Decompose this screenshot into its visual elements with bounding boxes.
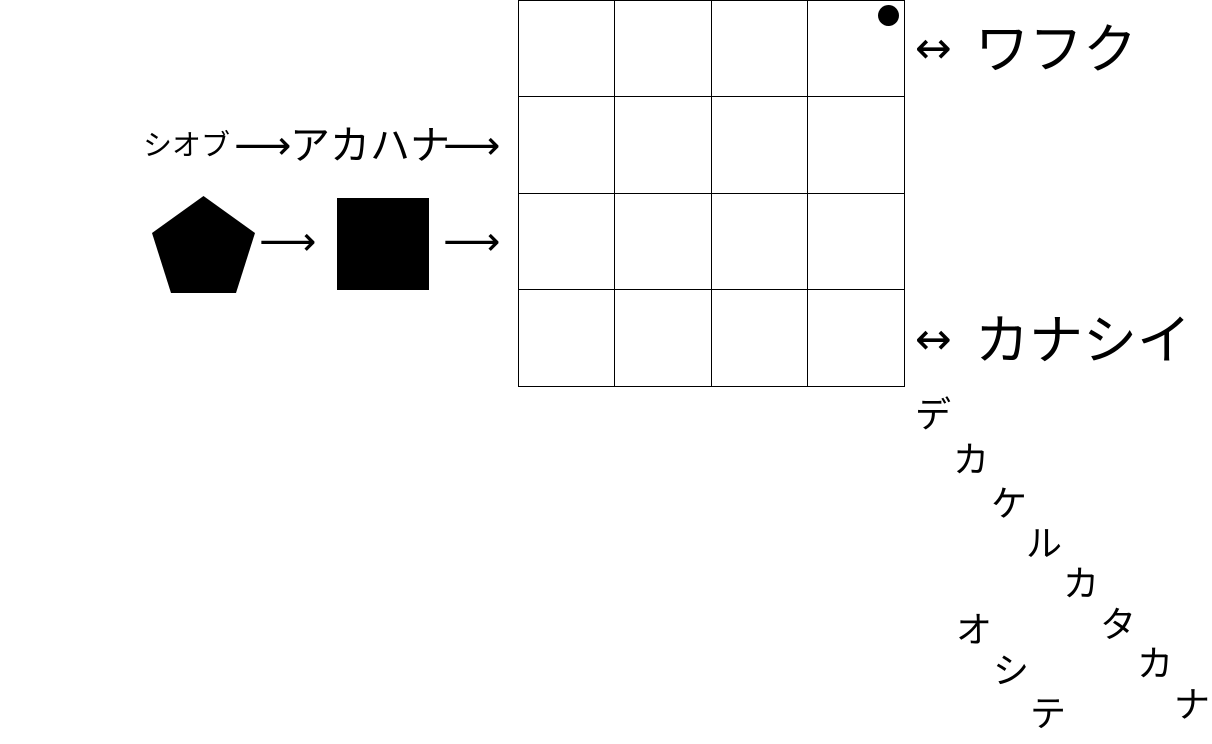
diagonal-char: シ	[993, 651, 1030, 692]
grid-cell	[517, 0, 615, 97]
double-arrow: ↔	[915, 23, 952, 74]
diagonal-char: デ	[915, 395, 952, 436]
marker-dot	[878, 5, 899, 26]
grid-cell	[614, 192, 712, 290]
grid-cell	[517, 192, 615, 290]
grid-cell	[517, 96, 615, 194]
pentagon-shape	[152, 196, 255, 293]
square-shape	[337, 198, 429, 290]
label-kanashii: カナシイ	[975, 309, 1191, 372]
diagonal-char: ナ	[1174, 685, 1211, 726]
grid-cell	[614, 96, 712, 194]
label-wafuku: ワフク	[975, 18, 1137, 81]
diagonal-char: タ	[1100, 605, 1137, 646]
grid-cell	[710, 192, 808, 290]
right-arrow: ⟶	[443, 219, 501, 265]
diagonal-char: ケ	[991, 484, 1028, 525]
grid-cell	[614, 289, 712, 387]
right-arrow: ⟶	[259, 219, 317, 265]
diagonal-char: ル	[1026, 524, 1063, 565]
double-arrow: ↔	[915, 314, 952, 365]
grid-cell	[614, 0, 712, 97]
diagonal-char: カ	[1063, 564, 1100, 605]
grid-cell	[517, 289, 615, 387]
grid-cell	[710, 96, 808, 194]
label-akahana: アカハナ	[290, 123, 450, 169]
label-shiobu: シオブ	[143, 128, 231, 162]
grid-cell	[807, 96, 905, 194]
right-arrow: ⟶	[234, 123, 292, 169]
diagonal-char: カ	[1137, 644, 1174, 685]
grid-cell	[807, 289, 905, 387]
grid-cell	[710, 0, 808, 97]
diagonal-char: カ	[953, 440, 990, 481]
grid-cell	[807, 192, 905, 290]
diagonal-char: オ	[956, 610, 993, 651]
grid-cell	[710, 289, 808, 387]
diagonal-char: テ	[1030, 694, 1067, 735]
right-arrow: ⟶	[443, 123, 501, 169]
grid-4x4	[517, 0, 905, 387]
